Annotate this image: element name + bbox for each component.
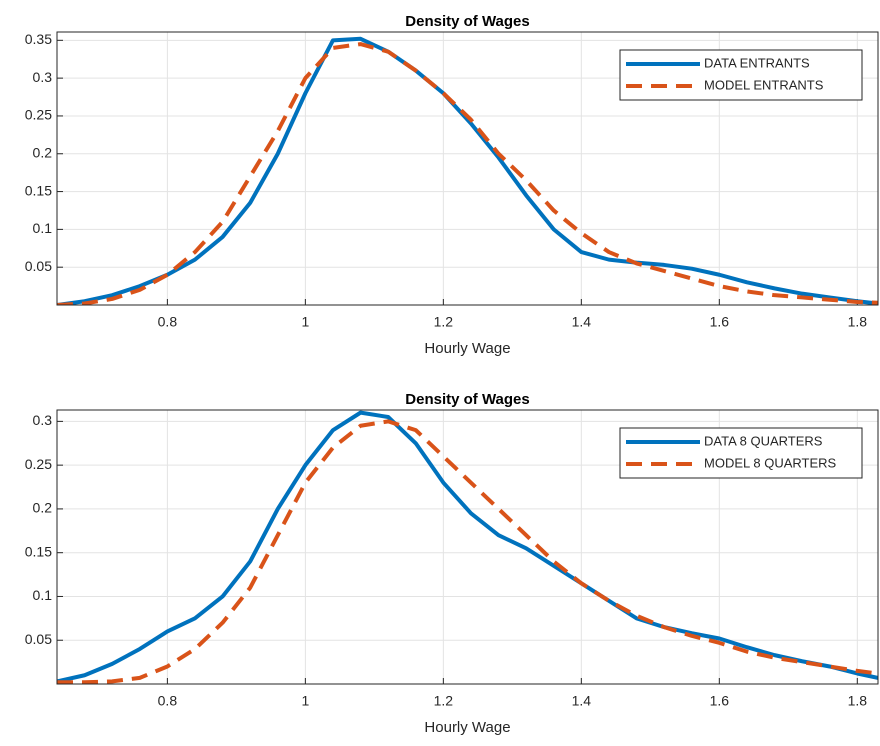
y-tick-label: 0.05 (25, 631, 52, 647)
x-tick-label: 0.8 (158, 314, 178, 330)
x-tick-label: 0.8 (158, 693, 178, 709)
y-tick-label: 0.1 (33, 587, 53, 603)
legend-label: MODEL ENTRANTS (704, 77, 824, 92)
x-axis-label: Hourly Wage (424, 719, 510, 736)
y-tick-label: 0.2 (33, 144, 53, 160)
x-tick-label: 1.4 (572, 314, 592, 330)
y-tick-label: 0.1 (33, 220, 53, 236)
legend-label: DATA 8 QUARTERS (704, 433, 823, 448)
x-tick-label: 1.2 (434, 314, 454, 330)
legend-label: MODEL 8 QUARTERS (704, 455, 837, 470)
x-tick-label: 1.8 (848, 314, 868, 330)
legend-box (619, 49, 863, 101)
legend-box (619, 427, 863, 479)
y-tick-label: 0.15 (25, 543, 52, 559)
data-line (57, 42, 878, 305)
y-tick-label: 0.25 (25, 456, 52, 472)
y-tick-label: 0.35 (25, 31, 52, 47)
chart-title: Density of Wages (405, 391, 529, 408)
x-tick-label: 1.2 (434, 693, 454, 709)
x-tick-label: 1 (301, 314, 309, 330)
x-tick-label: 1.8 (848, 693, 868, 709)
y-tick-label: 0.3 (33, 412, 53, 428)
x-tick-label: 1.6 (710, 693, 730, 709)
y-tick-label: 0.05 (25, 258, 52, 274)
data-line (57, 419, 878, 684)
data-line (57, 410, 878, 684)
x-tick-label: 1.6 (710, 314, 730, 330)
axes-box (56, 31, 879, 306)
x-tick-label: 1 (301, 693, 309, 709)
x-tick-label: 1.4 (572, 693, 592, 709)
data-line (57, 36, 878, 305)
x-axis-label: Hourly Wage (424, 340, 510, 357)
chart-title: Density of Wages (405, 13, 529, 30)
axes-box (56, 409, 879, 685)
y-tick-label: 0.3 (33, 69, 53, 85)
y-tick-label: 0.25 (25, 107, 52, 123)
legend-label: DATA ENTRANTS (704, 55, 810, 70)
y-tick-label: 0.2 (33, 500, 53, 516)
y-tick-label: 0.15 (25, 182, 52, 198)
